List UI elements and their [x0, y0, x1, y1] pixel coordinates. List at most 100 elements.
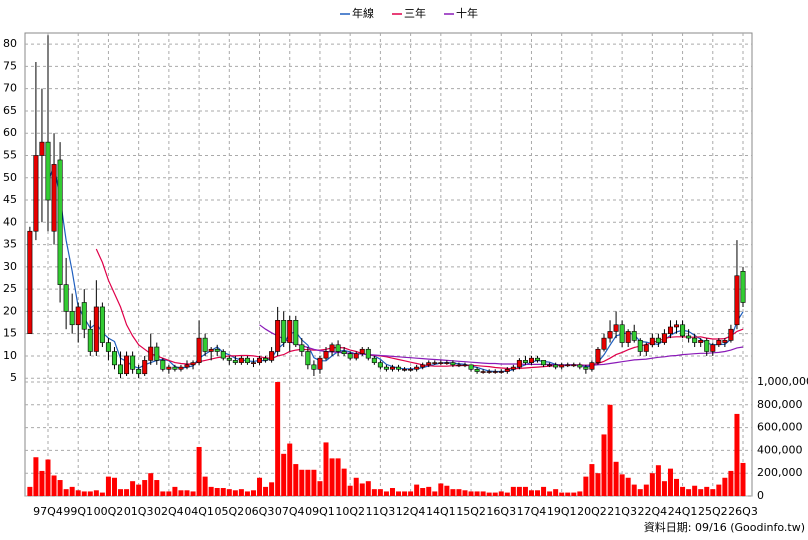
- x-tick-label: 02Q4: [154, 505, 184, 518]
- candle-body: [359, 348, 365, 355]
- volume-bar: [365, 481, 371, 496]
- x-tick-label: 24Q1: [668, 505, 698, 518]
- candle-body: [667, 326, 673, 334]
- y-tick-label: 80: [3, 37, 17, 50]
- volume-bar: [389, 488, 395, 496]
- candle-body: [172, 366, 178, 370]
- volume-bar: [311, 469, 317, 496]
- volume-bar: [39, 470, 45, 496]
- volume-bar: [420, 488, 426, 496]
- x-tick-label: 19Q1: [547, 505, 577, 518]
- candle-body: [190, 362, 196, 366]
- x-tick-label: 09Q1: [305, 505, 335, 518]
- candle-body: [631, 331, 637, 341]
- volume-bar: [105, 476, 111, 496]
- volume-bar: [353, 477, 359, 496]
- y-tick-label: 60: [3, 126, 17, 139]
- candle-body: [377, 362, 383, 368]
- candle-body: [196, 337, 202, 363]
- candle-body: [69, 311, 75, 326]
- candle-body: [389, 366, 395, 370]
- y-tick-label: 10: [3, 349, 17, 362]
- candle-body: [323, 351, 329, 359]
- candle-body: [220, 351, 226, 359]
- volume-bar: [565, 492, 571, 496]
- volume-bar: [323, 442, 329, 496]
- volume-bar: [214, 488, 220, 496]
- x-tick-label: 12Q4: [396, 505, 426, 518]
- x-tick-label: 10Q2: [335, 505, 365, 518]
- x-tick-label: 00Q2: [94, 505, 124, 518]
- candle-body: [81, 302, 87, 330]
- volume-bar: [341, 468, 347, 496]
- candle-body: [492, 371, 498, 373]
- volume-bar: [716, 484, 722, 496]
- volume-bar: [299, 469, 305, 496]
- volume-bar: [142, 480, 148, 496]
- candle-body: [522, 360, 528, 363]
- candle-body: [528, 357, 534, 363]
- volume-bar: [649, 473, 655, 496]
- volume-bar: [402, 491, 408, 496]
- candle-body: [704, 340, 710, 352]
- volume-bar: [692, 485, 698, 496]
- y-tick-label: 50: [3, 171, 17, 184]
- candle-body: [178, 366, 184, 370]
- candle-body: [57, 159, 63, 285]
- volume-bar: [371, 489, 377, 496]
- candle-body: [444, 362, 450, 364]
- volume-bar: [426, 486, 432, 496]
- candle-body: [335, 344, 341, 352]
- volume-bar: [287, 443, 293, 496]
- volume-bar: [492, 492, 498, 496]
- candle-body: [686, 335, 692, 339]
- candle-body: [329, 344, 335, 352]
- volume-bar: [130, 481, 136, 496]
- candle-body: [238, 357, 244, 363]
- x-tick-label: 20Q2: [577, 505, 607, 518]
- candle-body: [39, 141, 45, 156]
- volume-bar: [613, 461, 619, 496]
- candle-body: [263, 357, 269, 361]
- volume-bar: [516, 486, 522, 496]
- candle-body: [27, 230, 33, 334]
- candle-body: [93, 306, 99, 352]
- volume-bar: [547, 491, 553, 496]
- candle-body: [607, 331, 613, 339]
- x-tick-label: 07Q4: [275, 505, 305, 518]
- candle-body: [269, 351, 275, 361]
- volume-bar: [172, 486, 178, 496]
- candle-body: [698, 340, 704, 343]
- volume-bar: [99, 492, 105, 496]
- volume-bar: [728, 470, 734, 496]
- volume-bar: [244, 491, 250, 496]
- candle-body: [371, 357, 377, 363]
- volume-bar: [661, 481, 667, 496]
- candle-body: [208, 348, 214, 352]
- volume-bar: [522, 486, 528, 496]
- candle-body: [402, 369, 408, 371]
- candle-body: [692, 337, 698, 343]
- volume-bar: [359, 483, 365, 496]
- volume-bar: [480, 491, 486, 496]
- candle-body: [365, 348, 371, 359]
- volume-bar: [111, 477, 117, 496]
- volume-bar: [329, 458, 335, 496]
- candle-body: [559, 364, 565, 368]
- volume-bar: [686, 489, 692, 496]
- volume-bar: [704, 486, 710, 496]
- candle-body: [613, 324, 619, 332]
- volume-bar: [335, 458, 341, 496]
- volume-bar: [51, 475, 57, 496]
- ma-line: [259, 324, 744, 366]
- candle-body: [111, 351, 117, 366]
- candle-body: [202, 337, 208, 352]
- volume-bar: [619, 474, 625, 496]
- candle-body: [504, 369, 510, 372]
- y-tick-label: 45: [3, 193, 17, 206]
- candle-body: [661, 333, 667, 343]
- volume-bar: [631, 484, 637, 496]
- candle-body: [571, 364, 577, 367]
- candle-body: [728, 328, 734, 341]
- candle-body: [232, 360, 238, 363]
